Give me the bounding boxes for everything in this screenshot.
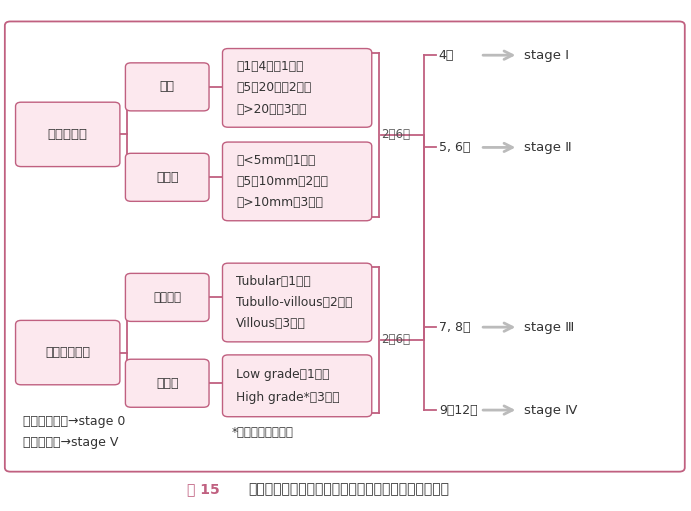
- Text: 図 15: 図 15: [187, 482, 219, 497]
- Text: Tubular（1点）: Tubular（1点）: [236, 274, 311, 288]
- FancyBboxPatch shape: [223, 355, 372, 417]
- FancyBboxPatch shape: [126, 63, 209, 111]
- Text: （浸潤）癒→stage V: （浸潤）癒→stage V: [23, 435, 118, 449]
- Text: stage Ⅱ: stage Ⅱ: [524, 141, 571, 154]
- Text: 4点: 4点: [439, 49, 454, 62]
- Text: ポリープなし→stage 0: ポリープなし→stage 0: [23, 415, 125, 428]
- Text: 7, 8点: 7, 8点: [439, 321, 471, 334]
- Text: 修正スピゲルマン分類による十二指腸腕腫の評価法: 修正スピゲルマン分類による十二指腸腕腫の評価法: [249, 482, 450, 497]
- FancyBboxPatch shape: [15, 320, 120, 385]
- Text: stage Ⅳ: stage Ⅳ: [524, 404, 577, 416]
- Text: 個数: 個数: [160, 80, 175, 94]
- FancyBboxPatch shape: [223, 49, 372, 127]
- Text: ・>20個（3点）: ・>20個（3点）: [236, 103, 307, 116]
- Text: Villous（3点）: Villous（3点）: [236, 317, 306, 331]
- Text: 生検組織所見: 生検組織所見: [45, 346, 91, 359]
- Text: ・1～4個（1点）: ・1～4個（1点）: [236, 60, 304, 73]
- Text: 2～6点: 2～6点: [381, 128, 410, 141]
- Text: ・5～10mm（2点）: ・5～10mm（2点）: [236, 175, 328, 188]
- Text: 9～12点: 9～12点: [439, 404, 477, 416]
- FancyBboxPatch shape: [223, 263, 372, 342]
- Text: 最大径: 最大径: [156, 171, 178, 184]
- FancyBboxPatch shape: [5, 21, 685, 472]
- Text: ・5～20個（2点）: ・5～20個（2点）: [236, 81, 312, 95]
- FancyBboxPatch shape: [15, 102, 120, 167]
- Text: Tubullo-villous（2点）: Tubullo-villous（2点）: [236, 296, 353, 309]
- Text: Low grade（1点）: Low grade（1点）: [236, 367, 330, 381]
- Text: ・<5mm（1点）: ・<5mm（1点）: [236, 153, 316, 167]
- Text: High grade*（3点）: High grade*（3点）: [236, 391, 340, 404]
- Text: stage Ⅲ: stage Ⅲ: [524, 321, 574, 334]
- Text: 内視鏡所見: 内視鏡所見: [48, 128, 88, 141]
- Text: 2～6点: 2～6点: [381, 334, 410, 346]
- Text: stage Ⅰ: stage Ⅰ: [524, 49, 569, 62]
- FancyBboxPatch shape: [223, 142, 372, 221]
- Text: ・>10mm（3点）: ・>10mm（3点）: [236, 196, 323, 210]
- Text: *：粘膜内癒を含む: *：粘膜内癒を含む: [231, 426, 294, 438]
- FancyBboxPatch shape: [126, 273, 209, 321]
- Text: 組織構造: 組織構造: [153, 291, 181, 304]
- FancyBboxPatch shape: [126, 359, 209, 407]
- Text: 5, 6点: 5, 6点: [439, 141, 470, 154]
- FancyBboxPatch shape: [126, 153, 209, 201]
- Text: 異型度: 異型度: [156, 377, 178, 390]
